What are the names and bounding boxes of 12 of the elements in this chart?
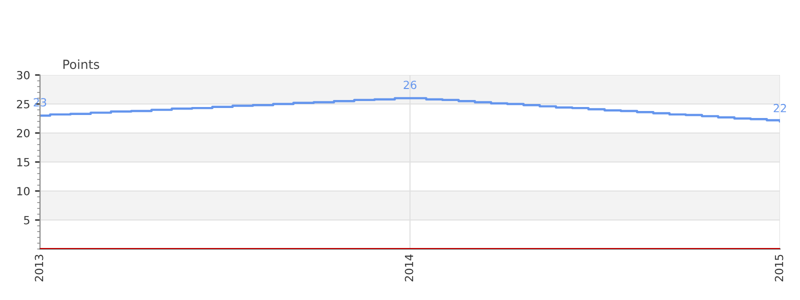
data-label: 26 — [404, 80, 416, 90]
data-label: 22 — [774, 104, 786, 112]
y-tick-label: 25 — [16, 100, 30, 108]
y-axis-title: Points — [63, 59, 100, 70]
x-tick-label: 2014 — [404, 254, 414, 282]
x-tick-label: 2015 — [774, 254, 784, 282]
y-tick-label: 10 — [17, 186, 30, 196]
y-tick-label: 20 — [16, 128, 30, 138]
y-tick-label: 15 — [17, 158, 30, 166]
y-tick-label: 30 — [16, 70, 30, 80]
y-tick-label: 5 — [24, 216, 30, 224]
x-tick-label: 2013 — [34, 254, 44, 282]
